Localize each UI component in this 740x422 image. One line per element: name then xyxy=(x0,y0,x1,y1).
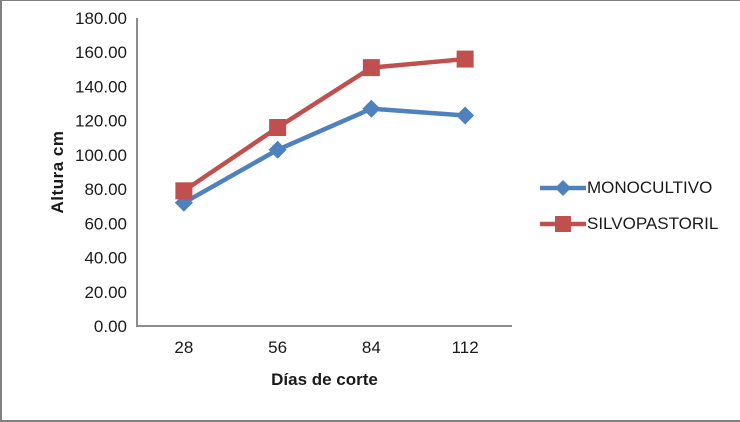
legend-entry-monocultivo: MONOCULTIVO xyxy=(540,177,718,199)
series-line-silvopastoril xyxy=(182,56,466,193)
y-tick-label: 160.00 xyxy=(75,43,127,62)
y-axis-title: Altura cm xyxy=(48,130,67,214)
legend-label: SILVOPASTORIL xyxy=(587,214,719,233)
data-point-square xyxy=(269,119,287,137)
y-tick-label: 20.00 xyxy=(84,283,127,302)
x-axis-title: Días de corte xyxy=(271,370,378,389)
data-point-square xyxy=(175,182,193,200)
y-tick-label: 40.00 xyxy=(84,249,127,268)
data-point-square xyxy=(362,59,380,77)
y-tick-label: 180.00 xyxy=(75,9,127,28)
legend-label: MONOCULTIVO xyxy=(587,178,713,197)
data-point-diamond xyxy=(456,106,475,125)
legend-marker-square xyxy=(540,216,586,232)
x-tick-label: 112 xyxy=(452,338,479,357)
y-tick-label: 60.00 xyxy=(84,214,127,233)
y-tick-label: 80.00 xyxy=(84,180,127,199)
y-tick-label: 120.00 xyxy=(75,112,127,131)
data-point-diamond xyxy=(268,140,287,159)
y-tick-label: 100.00 xyxy=(75,146,127,165)
y-tick-label: 140.00 xyxy=(75,77,127,96)
x-tick-label: 28 xyxy=(174,338,193,357)
y-tick-label: 0.00 xyxy=(94,317,127,336)
x-tick-label: 56 xyxy=(268,338,287,357)
data-point-diamond xyxy=(362,99,381,118)
series-line-monocultivo xyxy=(182,106,466,205)
x-tick-label: 84 xyxy=(362,338,381,357)
legend-marker-diamond xyxy=(540,180,586,196)
data-point-square xyxy=(456,50,474,68)
legend-entry-silvopastoril: SILVOPASTORIL xyxy=(540,213,718,235)
legend-diamond-icon xyxy=(555,180,571,196)
legend-square-icon xyxy=(555,216,571,232)
chart-legend: MONOCULTIVO SILVOPASTORIL xyxy=(540,177,718,235)
